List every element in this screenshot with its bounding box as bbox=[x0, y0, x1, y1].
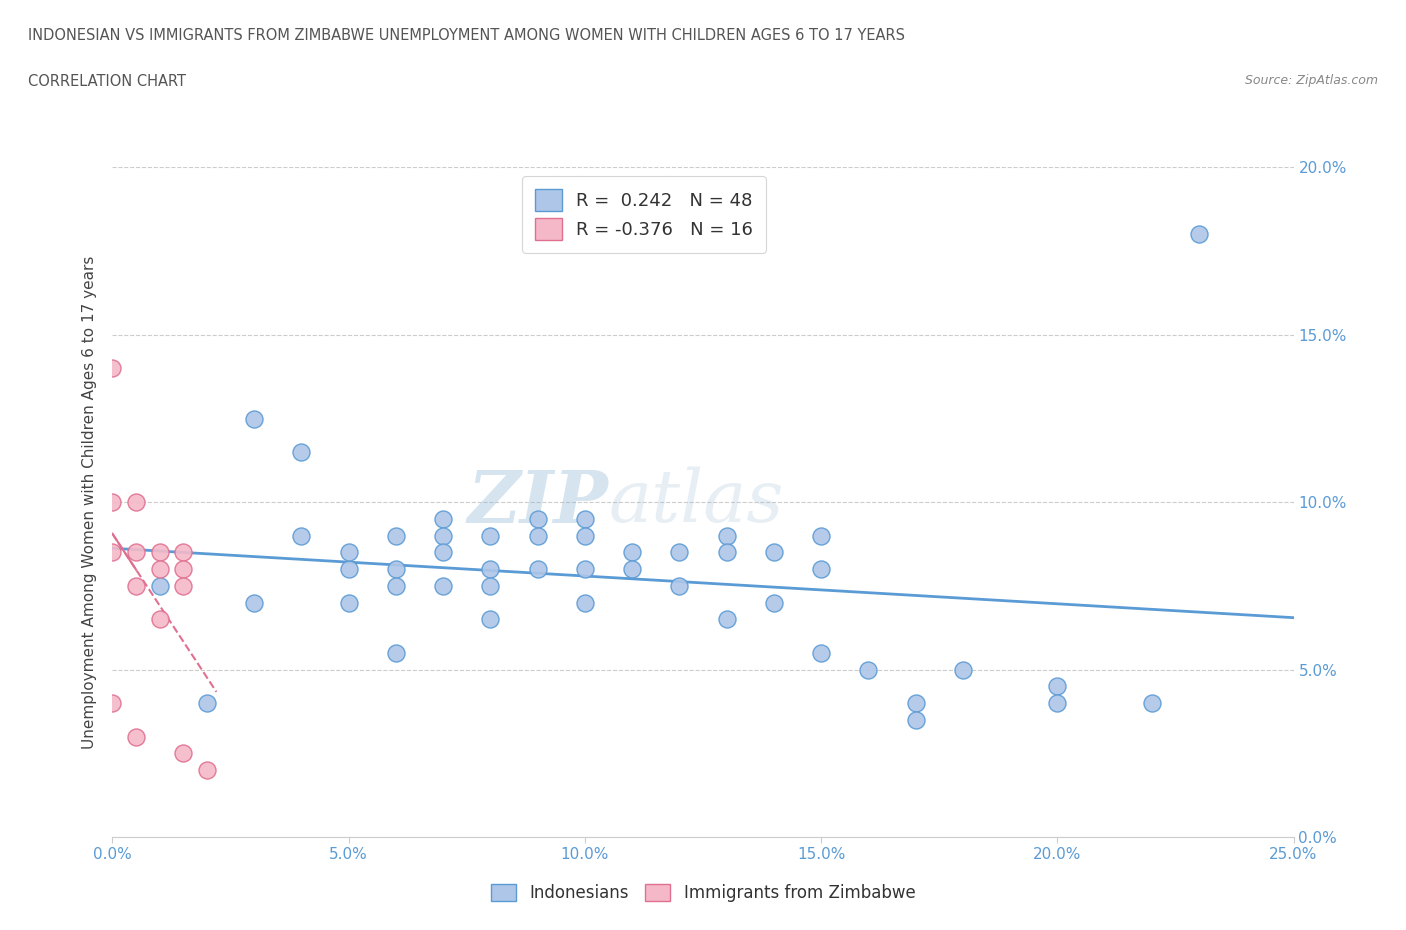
Point bbox=[432, 512, 454, 526]
Point bbox=[574, 595, 596, 610]
Point bbox=[762, 545, 785, 560]
Point bbox=[952, 662, 974, 677]
Point bbox=[1046, 696, 1069, 711]
Point bbox=[125, 729, 148, 744]
Point bbox=[810, 645, 832, 660]
Point bbox=[385, 528, 408, 543]
Text: INDONESIAN VS IMMIGRANTS FROM ZIMBABWE UNEMPLOYMENT AMONG WOMEN WITH CHILDREN AG: INDONESIAN VS IMMIGRANTS FROM ZIMBABWE U… bbox=[28, 28, 905, 43]
Point bbox=[1140, 696, 1163, 711]
Point bbox=[101, 495, 124, 510]
Point bbox=[1046, 679, 1069, 694]
Point bbox=[526, 512, 548, 526]
Point bbox=[172, 562, 194, 577]
Text: ZIP: ZIP bbox=[468, 467, 609, 538]
Point bbox=[668, 545, 690, 560]
Point bbox=[385, 562, 408, 577]
Point bbox=[762, 595, 785, 610]
Point bbox=[125, 545, 148, 560]
Point bbox=[149, 562, 172, 577]
Point bbox=[904, 696, 927, 711]
Point bbox=[385, 645, 408, 660]
Point bbox=[1188, 227, 1211, 242]
Point bbox=[243, 595, 266, 610]
Point bbox=[290, 528, 312, 543]
Point bbox=[432, 528, 454, 543]
Point bbox=[172, 746, 194, 761]
Point bbox=[432, 578, 454, 593]
Point bbox=[125, 495, 148, 510]
Text: Source: ZipAtlas.com: Source: ZipAtlas.com bbox=[1244, 74, 1378, 87]
Legend: Indonesians, Immigrants from Zimbabwe: Indonesians, Immigrants from Zimbabwe bbox=[484, 878, 922, 909]
Point bbox=[101, 361, 124, 376]
Point bbox=[621, 545, 644, 560]
Point bbox=[172, 545, 194, 560]
Point bbox=[716, 545, 738, 560]
Point bbox=[149, 545, 172, 560]
Point bbox=[479, 612, 502, 627]
Point bbox=[337, 562, 360, 577]
Point bbox=[243, 411, 266, 426]
Point bbox=[526, 562, 548, 577]
Point bbox=[149, 578, 172, 593]
Point bbox=[668, 578, 690, 593]
Point bbox=[858, 662, 880, 677]
Point bbox=[337, 545, 360, 560]
Point bbox=[479, 562, 502, 577]
Point bbox=[479, 578, 502, 593]
Point bbox=[385, 578, 408, 593]
Point bbox=[125, 578, 148, 593]
Point bbox=[479, 528, 502, 543]
Point bbox=[101, 696, 124, 711]
Point bbox=[337, 595, 360, 610]
Point bbox=[172, 578, 194, 593]
Point bbox=[526, 528, 548, 543]
Text: CORRELATION CHART: CORRELATION CHART bbox=[28, 74, 186, 89]
Point bbox=[810, 562, 832, 577]
Point bbox=[195, 763, 218, 777]
Point bbox=[574, 562, 596, 577]
Point bbox=[290, 445, 312, 459]
Point bbox=[904, 712, 927, 727]
Point bbox=[716, 612, 738, 627]
Point bbox=[810, 528, 832, 543]
Point bbox=[574, 528, 596, 543]
Point bbox=[101, 545, 124, 560]
Point bbox=[574, 512, 596, 526]
Text: atlas: atlas bbox=[609, 467, 785, 538]
Y-axis label: Unemployment Among Women with Children Ages 6 to 17 years: Unemployment Among Women with Children A… bbox=[82, 256, 97, 749]
Point bbox=[149, 612, 172, 627]
Point bbox=[716, 528, 738, 543]
Point bbox=[621, 562, 644, 577]
Point bbox=[195, 696, 218, 711]
Point bbox=[432, 545, 454, 560]
